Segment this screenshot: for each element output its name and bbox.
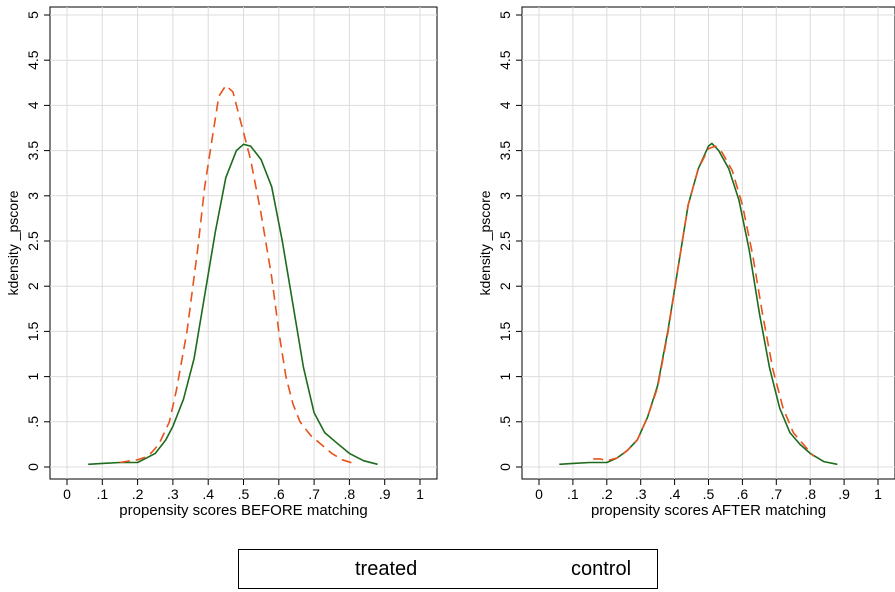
x-tick-label: .9: [379, 486, 391, 502]
legend-item-treated: treated: [251, 550, 417, 588]
x-tick-label: .6: [273, 486, 285, 502]
x-tick-label: .8: [804, 486, 816, 502]
x-tick-label: .6: [737, 486, 749, 502]
y-tick-label: 2: [497, 282, 513, 290]
x-tick-label: 1: [416, 486, 424, 502]
y-tick-label: 4: [25, 101, 41, 109]
y-tick-label: 4: [497, 101, 513, 109]
legend-item-control: control: [467, 550, 631, 588]
x-tick-label: 0: [63, 486, 71, 502]
x-tick-label: .2: [601, 486, 613, 502]
x-tick-label: .8: [344, 486, 356, 502]
y-tick-label: 0: [25, 463, 41, 471]
chart-panel-before: 0 .1 .2 .3 .4 .5 .6 .7 .8 .9 1 0 .5 1 1.5 2 2.5 3 3.5 4 4.5 5…: [5, 6, 438, 519]
legend-label-control: control: [571, 557, 632, 580]
x-tick-label: .4: [669, 486, 681, 502]
x-tick-label: .9: [838, 486, 850, 502]
legend: treated control: [238, 549, 658, 589]
y-axis-title: kdensity _pscore: [5, 190, 21, 295]
y-tick-label: 3: [25, 192, 41, 200]
y-tick-label: 4.5: [25, 50, 41, 70]
x-tick-label: .5: [703, 486, 715, 502]
x-tick-label: .7: [308, 486, 320, 502]
y-tick-label: 5: [497, 11, 513, 19]
y-axis-title: kdensity _pscore: [477, 190, 493, 295]
y-tick-label: .5: [25, 416, 41, 428]
series-line-control: [119, 84, 357, 466]
y-tick-label: .5: [497, 416, 513, 428]
y-tick-label: 1.5: [25, 321, 41, 341]
y-tick-label: 4.5: [497, 50, 513, 70]
x-tick-label: .5: [238, 486, 250, 502]
x-tick-label: .2: [132, 486, 144, 502]
y-tick-label: 1: [497, 372, 513, 380]
x-tick-label: .1: [96, 486, 108, 502]
legend-label-treated: treated: [355, 557, 418, 580]
y-tick-label: 3.5: [25, 141, 41, 161]
x-axis-title: propensity scores AFTER matching: [591, 502, 826, 519]
x-tick-label: 0: [535, 486, 543, 502]
y-tick-label: 0: [497, 463, 513, 471]
x-tick-label: .3: [635, 486, 647, 502]
x-tick-label: .3: [167, 486, 179, 502]
y-tick-label: 3: [497, 192, 513, 200]
x-tick-label: .7: [770, 486, 782, 502]
x-tick-label: 1: [874, 486, 882, 502]
x-tick-label: .1: [567, 486, 579, 502]
chart-panel-after: 0 .1 .2 .3 .4 .5 .6 .7 .8 .9 1 0 .5 1 1.5 2 2.5 3 3.5 4 4.5 5…: [477, 6, 895, 519]
series-line-treated: [88, 143, 378, 466]
y-tick-label: 1: [25, 372, 41, 380]
x-axis-title: propensity scores BEFORE matching: [119, 502, 367, 519]
y-tick-label: 2.5: [497, 231, 513, 251]
y-tick-label: 5: [25, 11, 41, 19]
y-tick-label: 2: [25, 282, 41, 290]
y-tick-label: 1.5: [497, 321, 513, 341]
x-tick-label: .4: [202, 486, 214, 502]
y-tick-label: 3.5: [497, 141, 513, 161]
series-line-control: [593, 145, 815, 462]
y-tick-label: 2.5: [25, 231, 41, 251]
series-line-treated: [559, 142, 838, 466]
